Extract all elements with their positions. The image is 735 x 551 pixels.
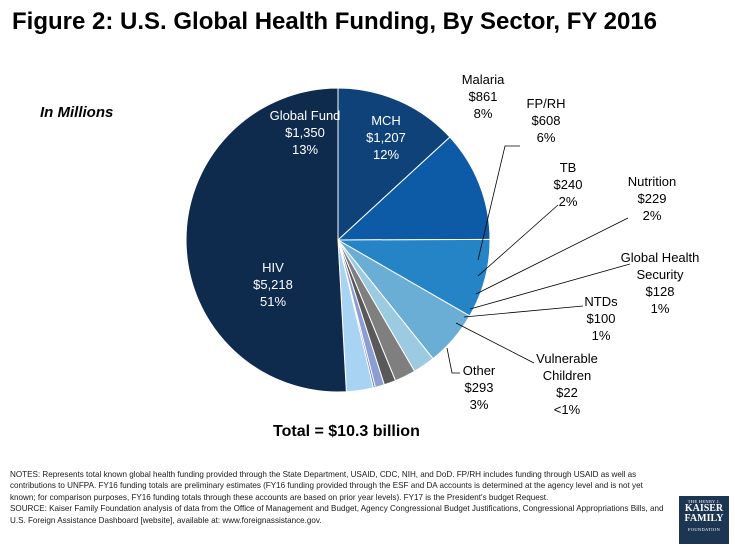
kff-logo: THE HENRY J. KAISER FAMILY FOUNDATION	[679, 496, 729, 544]
leader-line-ntds	[463, 305, 584, 318]
slice-label-malaria: Malaria $861 8%	[462, 72, 505, 121]
leader-line-fp-rh	[477, 145, 520, 261]
slice-label-other: Other $293 3%	[463, 363, 496, 412]
slice-label-global-fund: Global Fund $1,350 13%	[270, 108, 341, 157]
leader-line-global-health-security	[469, 263, 631, 310]
notes-text: NOTES: Represents total known global hea…	[10, 470, 643, 502]
pie-slices	[185, 87, 491, 393]
chart-title: Figure 2: U.S. Global Health Funding, By…	[12, 8, 658, 35]
leader-line-tb	[477, 204, 559, 277]
logo-top-text: THE HENRY J.	[687, 499, 721, 504]
pie-chart: Global Fund $1,350 13% MCH $1,207 12% Malaria $…	[185, 72, 699, 417]
logo-bottom-text: FOUNDATION	[688, 527, 720, 532]
source-text: SOURCE: Kaiser Family Foundation analysi…	[10, 504, 664, 525]
slice-label-nutrition: Nutrition $229 2%	[628, 174, 676, 223]
leader-line-vulnerable-children	[455, 322, 535, 364]
slice-label-mch: MCH $1,207 12%	[366, 113, 406, 162]
leader-line-nutrition	[475, 217, 629, 295]
slice-label-tb: TB $240 2%	[554, 160, 583, 209]
slice-label-fp-rh: FP/RH $608 6%	[527, 96, 566, 145]
logo-family-text: FAMILY	[684, 513, 724, 524]
notes-block: NOTES: Represents total known global hea…	[10, 469, 670, 526]
slice-label-global-health-security: Global Health Security $128 1%	[621, 250, 700, 316]
pie-slice-mch	[336, 136, 491, 241]
slice-label-ntds: NTDs $100 1%	[584, 294, 618, 343]
slice-label-hiv: HIV $5,218 51%	[253, 260, 293, 309]
pie-slice-global-fund	[337, 87, 451, 242]
slice-label-vulnerable-children: Vulnerable Children $22 <1%	[536, 351, 598, 417]
pie-slice-hiv	[185, 87, 347, 393]
slice-labels: Global Fund $1,350 13% MCH $1,207 12% Malaria $…	[253, 72, 699, 417]
leader-line-other	[446, 347, 460, 374]
unit-label: In Millions	[40, 104, 114, 121]
total-label: Total = $10.3 billion	[273, 423, 420, 440]
logo-kaiser-text: KAISER	[684, 503, 724, 514]
leader-lines	[446, 145, 631, 374]
